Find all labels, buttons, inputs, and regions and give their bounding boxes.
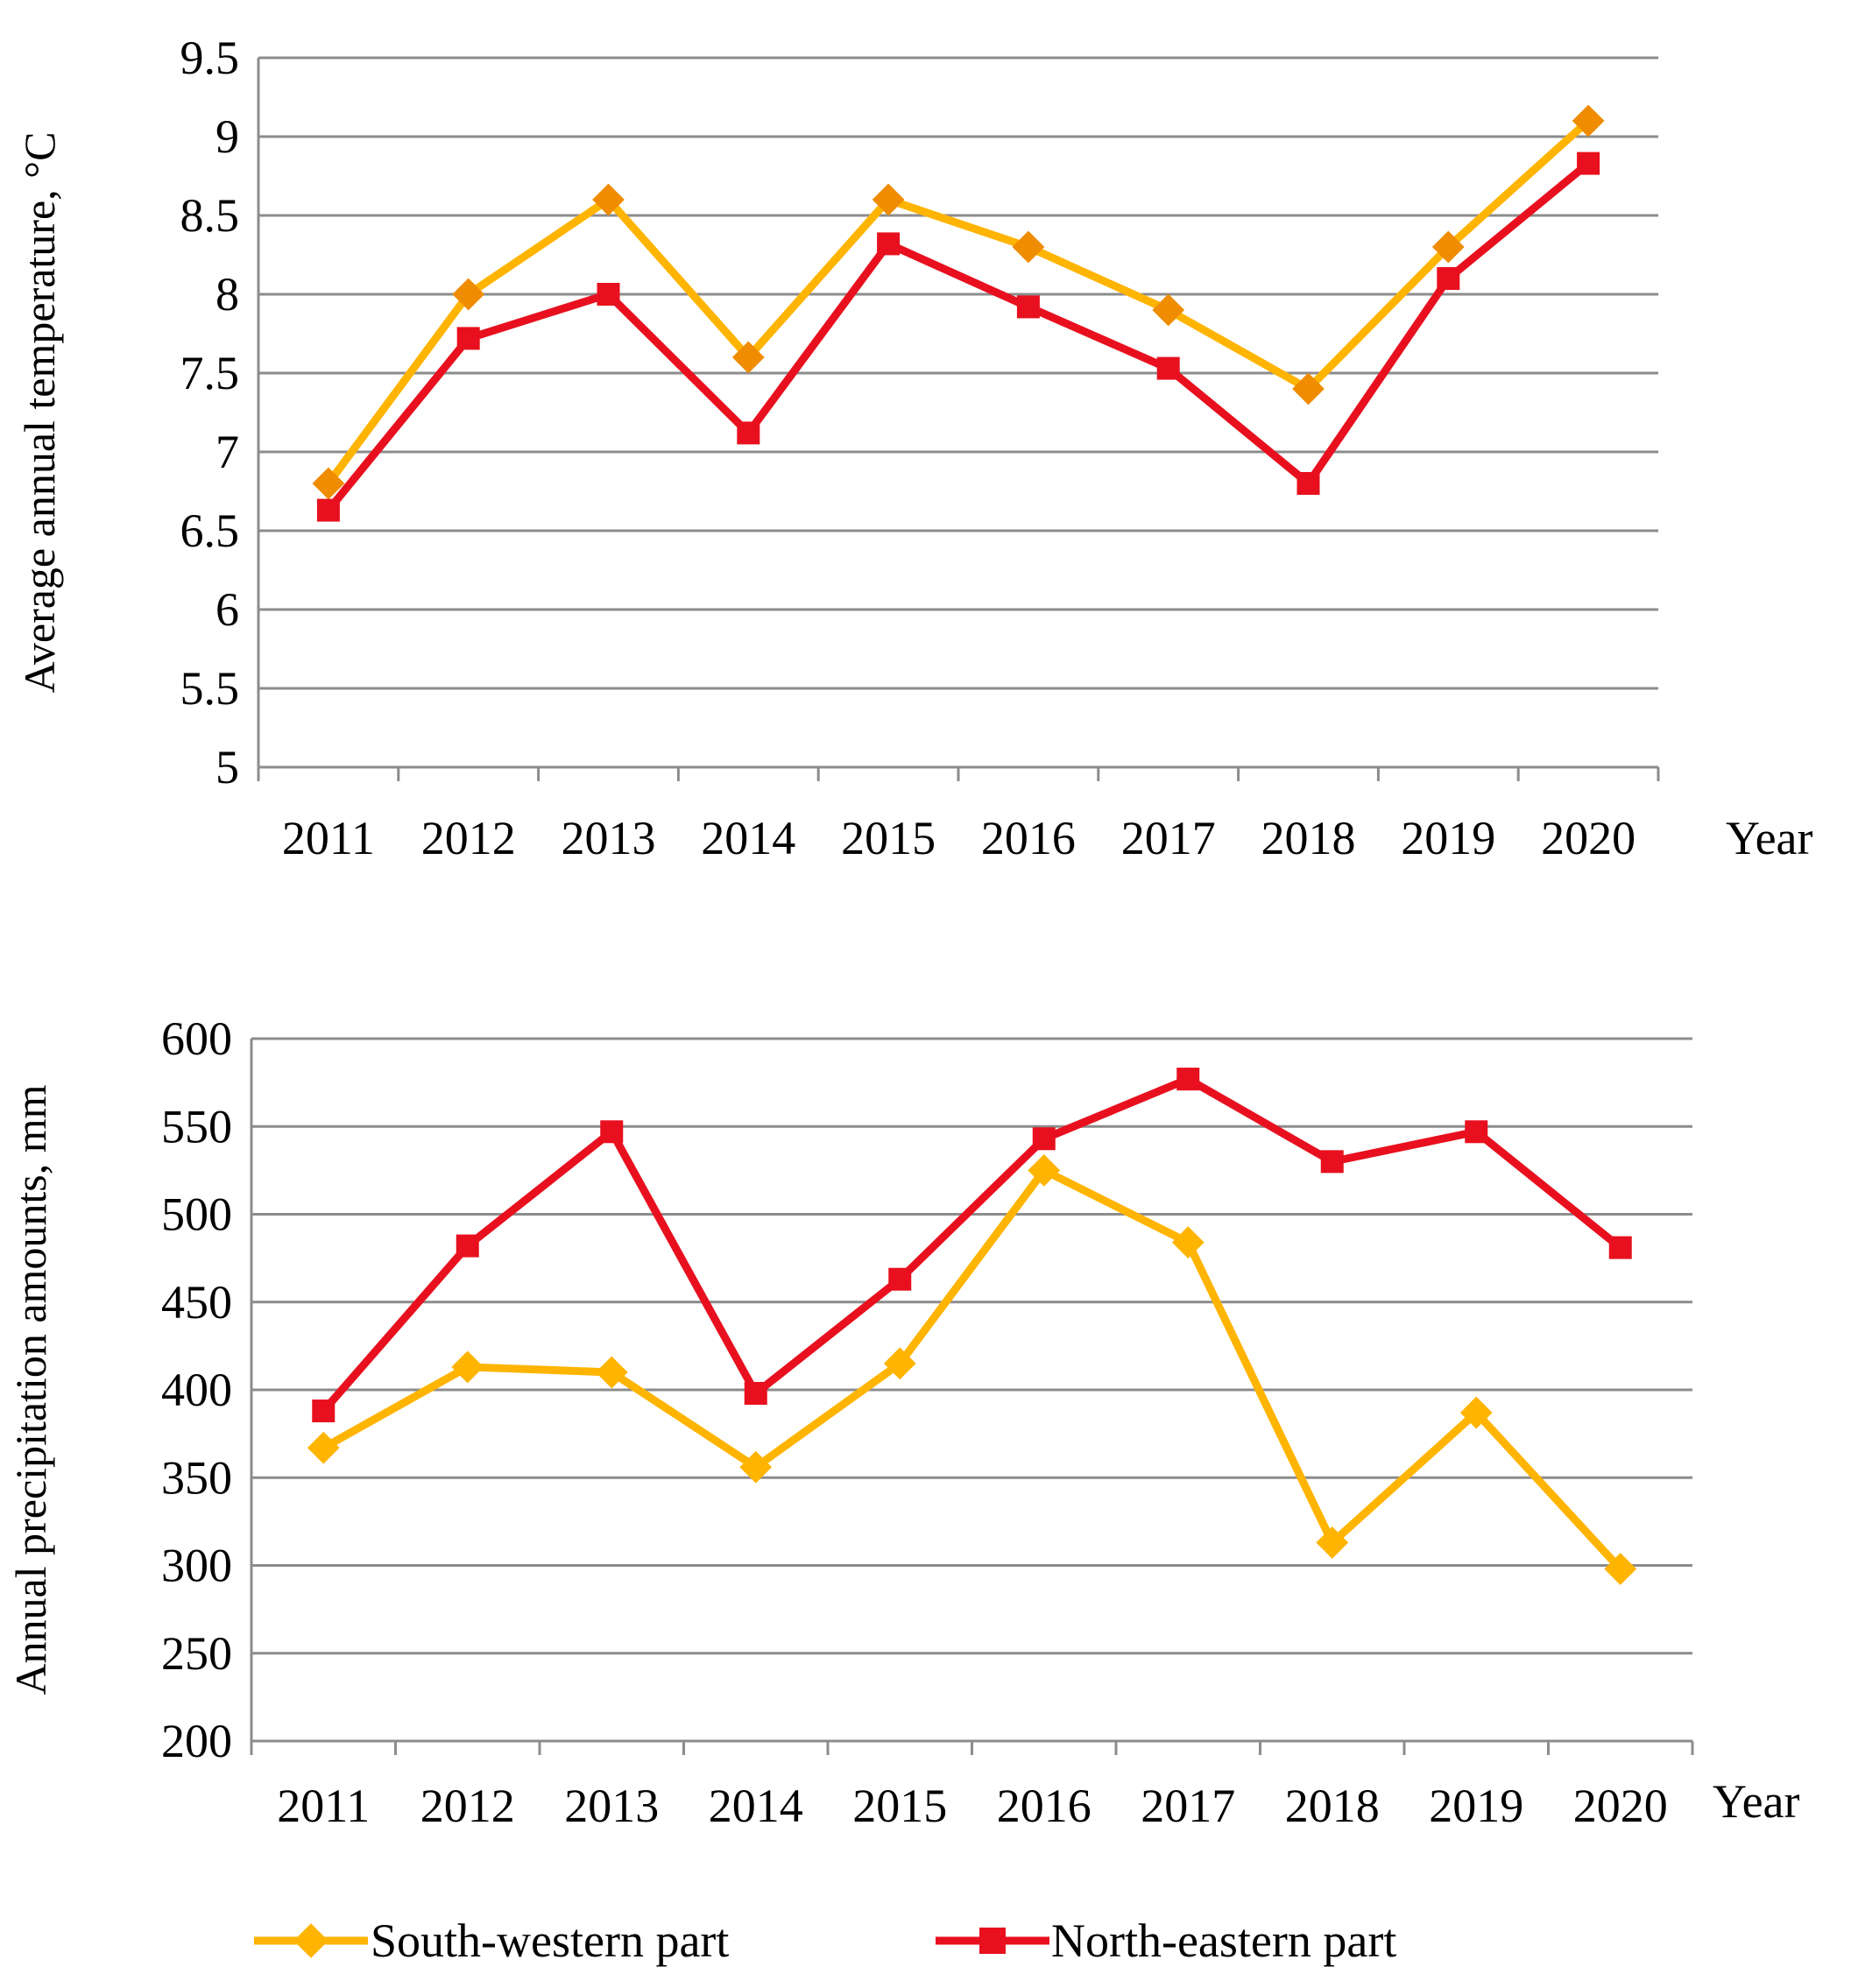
x-tick-label: 2018	[1285, 1780, 1380, 1832]
series-line-north-eastern	[319, 1075, 1625, 1415]
data-point-square	[888, 1267, 912, 1291]
data-point-square	[600, 1120, 624, 1144]
data-point-diamond	[1431, 230, 1465, 264]
data-point-diamond	[1171, 1226, 1205, 1258]
y-tick-label: 300	[161, 1540, 232, 1592]
y-tick-label: 9.5	[180, 32, 240, 84]
x-tick-label: 2019	[1429, 1780, 1523, 1832]
y-tick-label: 550	[161, 1100, 232, 1153]
y-tick-label: 350	[161, 1451, 232, 1504]
x-tick-label: 2016	[981, 812, 1076, 864]
data-point-square	[1032, 1127, 1056, 1151]
data-point-diamond	[1028, 1153, 1061, 1187]
data-point-diamond	[595, 1356, 628, 1389]
series-line-north-eastern	[324, 159, 1593, 515]
y-tick-label: 600	[161, 1012, 232, 1065]
y-axis-label: Annual precipitation amounts, mm	[6, 1084, 55, 1695]
legend-item-south-western: South-western part	[254, 1914, 729, 1967]
legend-marker-diamond	[293, 1923, 329, 1958]
y-tick-label: 7.5	[180, 347, 240, 399]
data-point-square	[877, 232, 901, 256]
data-point-square	[1296, 472, 1320, 495]
y-axis-label: Average annual temperature, °C	[15, 132, 64, 694]
data-point-diamond	[739, 1450, 773, 1484]
y-tick-label: 8.5	[180, 189, 240, 242]
precipitation-chart: 200 250 300 350 400 450 500 550 600 2011 2012 2013 2…	[6, 1012, 1800, 1832]
y-tick-label: 6	[215, 583, 239, 636]
y-tick-label: 450	[161, 1276, 232, 1329]
y-tick-label: 5.5	[180, 662, 240, 715]
x-tick-label: 2016	[997, 1780, 1092, 1832]
x-tick-label: 2019	[1401, 812, 1495, 864]
data-point-square	[1577, 152, 1600, 175]
x-tick-label: 2013	[564, 1780, 659, 1832]
data-point-diamond	[1604, 1553, 1637, 1585]
legend-marker-square	[979, 1928, 1006, 1954]
data-point-diamond	[1292, 372, 1325, 405]
data-point-square	[1465, 1120, 1488, 1144]
legend-label-south-western: South-western part	[371, 1914, 729, 1967]
x-axis-label: Year	[1726, 812, 1813, 864]
y-tick-label: 5	[215, 741, 239, 793]
data-point-diamond	[451, 1350, 484, 1384]
data-point-diamond	[312, 467, 345, 500]
series-line-south-western	[319, 1166, 1625, 1574]
data-point-square	[1176, 1068, 1200, 1091]
data-point-square	[597, 283, 620, 306]
y-tick-label: 400	[161, 1364, 232, 1416]
x-tick-label: 2017	[1121, 812, 1216, 864]
x-tick-label: 2020	[1541, 812, 1636, 864]
y-tick-label: 6.5	[180, 504, 240, 557]
x-tick-label: 2018	[1261, 812, 1356, 864]
legend-label-north-eastern: North-eastern part	[1051, 1914, 1396, 1967]
data-point-square	[744, 1382, 767, 1406]
data-point-square	[1156, 356, 1180, 380]
x-tick-label: 2012	[421, 812, 516, 864]
data-point-square	[737, 421, 760, 445]
data-point-diamond	[452, 278, 485, 311]
x-tick-label: 2014	[709, 1780, 803, 1832]
data-point-square	[1608, 1236, 1632, 1259]
x-tick-label: 2015	[841, 812, 936, 864]
data-point-square	[456, 1234, 479, 1258]
x-tick-label: 2012	[420, 1780, 515, 1832]
data-point-diamond	[872, 183, 905, 216]
data-point-diamond	[1459, 1396, 1493, 1429]
data-point-square	[1320, 1150, 1344, 1174]
temperature-chart: 5 5.5 6 6.5 7 7.5 8 8.5 9 9.5 2011 2012 2013 2014 2015…	[15, 32, 1813, 864]
data-point-diamond	[307, 1431, 340, 1464]
y-tick-label: 8	[215, 268, 239, 321]
data-point-diamond	[1012, 230, 1045, 264]
data-point-diamond	[731, 341, 765, 374]
data-point-square	[1437, 267, 1460, 290]
y-tick-label: 7	[215, 426, 239, 478]
x-tick-label: 2015	[852, 1780, 947, 1832]
data-point-square	[316, 498, 340, 522]
data-point-square	[312, 1399, 336, 1423]
data-point-square	[1016, 295, 1040, 319]
x-tick-label: 2011	[282, 812, 375, 864]
x-tick-label: 2014	[701, 812, 795, 864]
series-line-south-western	[324, 116, 1593, 488]
x-tick-label: 2020	[1573, 1780, 1668, 1832]
y-tick-label: 250	[161, 1627, 232, 1680]
data-point-diamond	[592, 183, 625, 216]
x-axis-label: Year	[1713, 1775, 1800, 1828]
x-tick-label: 2011	[277, 1780, 370, 1832]
x-tick-label: 2017	[1141, 1780, 1235, 1832]
data-point-square	[456, 327, 480, 350]
legend: South-western part North-eastern part	[254, 1914, 1396, 1967]
legend-item-north-eastern: North-eastern part	[936, 1914, 1396, 1967]
x-tick-label: 2013	[562, 812, 656, 864]
y-tick-label: 500	[161, 1188, 232, 1241]
y-tick-label: 200	[161, 1715, 232, 1767]
data-point-diamond	[1152, 293, 1185, 327]
data-point-diamond	[883, 1347, 916, 1380]
data-point-diamond	[1316, 1526, 1349, 1559]
y-tick-label: 9	[215, 110, 239, 163]
data-point-diamond	[1572, 104, 1605, 137]
